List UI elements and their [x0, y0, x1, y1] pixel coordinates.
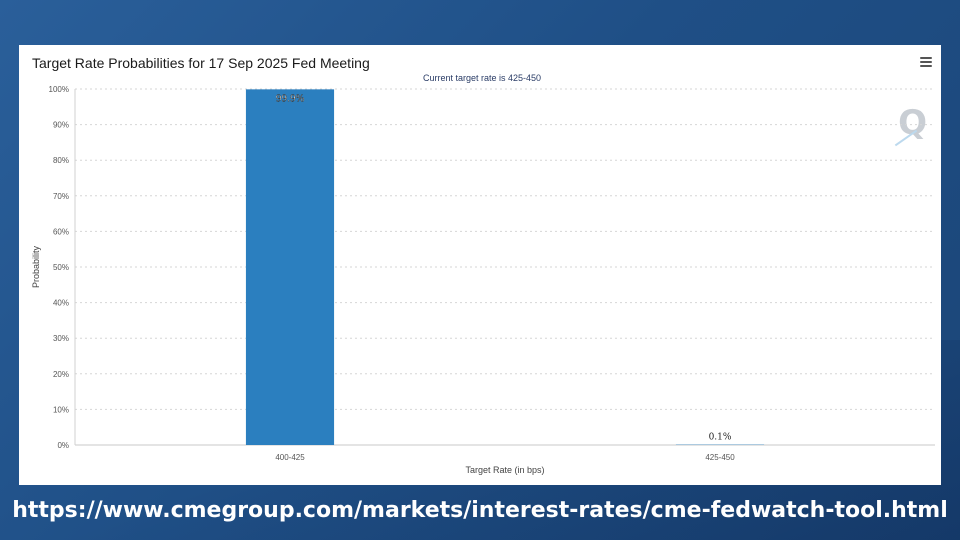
data-label-layer: 99.9% 0.1% — [276, 94, 732, 442]
bar-chart: 0% 10% 20% 30% 40% 50% 60% 70% 80% 90% 100% 99.9% 0… — [31, 73, 935, 475]
y-tick-label: 70% — [53, 192, 69, 201]
bar-400-425[interactable] — [245, 89, 335, 445]
menu-icon[interactable] — [920, 57, 932, 67]
y-tick-labels: 0% 10% 20% 30% 40% 50% 60% 70% 80% 90% 100% — [49, 85, 69, 450]
data-label: 0.1% — [709, 433, 732, 443]
y-tick-label: 10% — [53, 405, 69, 414]
y-tick-label: 0% — [57, 441, 69, 450]
x-tick-label: 425-450 — [705, 453, 735, 462]
x-tick-labels: 400-425 425-450 — [275, 453, 735, 462]
y-tick-label: 40% — [53, 299, 69, 308]
y-tick-label: 80% — [53, 156, 69, 165]
x-tick-label: 400-425 — [275, 453, 305, 462]
source-url: https://www.cmegroup.com/markets/interes… — [12, 498, 948, 523]
y-axis-label: Probability — [31, 245, 41, 288]
x-axis-label: Target Rate (in bps) — [465, 465, 544, 475]
y-tick-label: 30% — [53, 334, 69, 343]
chart-title: Target Rate Probabilities for 17 Sep 202… — [32, 55, 370, 71]
data-label: 99.9% — [276, 94, 305, 104]
y-tick-label: 60% — [53, 227, 69, 236]
bar-layer — [245, 89, 765, 445]
chart-card: Target Rate Probabilities for 17 Sep 202… — [19, 45, 941, 485]
watermark-logo-icon: Q — [898, 103, 927, 143]
chart-subtitle: Current target rate is 425-450 — [423, 73, 541, 83]
y-tick-label: 90% — [53, 121, 69, 130]
grid-layer — [74, 88, 935, 446]
y-tick-label: 20% — [53, 370, 69, 379]
y-tick-label: 100% — [49, 85, 69, 94]
y-tick-label: 50% — [53, 263, 69, 272]
